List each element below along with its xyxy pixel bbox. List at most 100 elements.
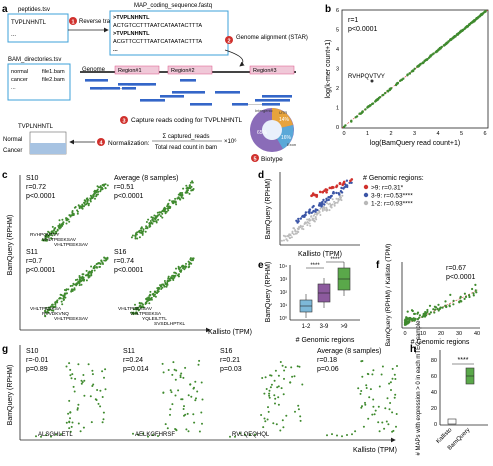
scatter-point xyxy=(463,27,466,31)
scatter-point xyxy=(180,269,183,272)
plot-h-ylabel: # MAPs with expression > 0 in each mTEC … xyxy=(416,320,422,456)
scatter-point xyxy=(163,210,165,213)
y-tick-label: 20 xyxy=(431,406,437,412)
scatter-point xyxy=(131,311,134,314)
scatter-point xyxy=(391,367,394,370)
scatter-point xyxy=(428,304,432,307)
scatter-point xyxy=(145,297,148,300)
scatter-point xyxy=(280,239,283,242)
scatter-point xyxy=(145,225,148,228)
scatter-point xyxy=(395,413,398,415)
scatter-point xyxy=(166,207,169,210)
scatter-point xyxy=(411,319,414,322)
scatter-point xyxy=(263,417,266,420)
scatter-point xyxy=(190,395,193,398)
plot-f-xlabel: # Genomic regions xyxy=(411,339,470,346)
heatmap-title: TVPLNHNTL xyxy=(18,124,54,130)
scatter-point xyxy=(394,378,397,380)
scatter-point xyxy=(99,405,102,408)
plot-b-xlabel: log(BamQuery read count+1) xyxy=(370,140,460,147)
scatter-point xyxy=(51,231,54,234)
scatter-point xyxy=(174,428,177,430)
scatter-point xyxy=(144,227,147,230)
scatter-point xyxy=(99,185,102,188)
scatter-point xyxy=(131,234,134,237)
scatter-point xyxy=(60,300,63,303)
scatter-point xyxy=(53,305,56,308)
subplot-p: p=0.03 xyxy=(220,366,242,373)
scatter-point xyxy=(190,189,193,192)
read-segment xyxy=(128,83,156,86)
peptide-label: ALSGHLETL xyxy=(38,432,73,438)
scatter-point xyxy=(70,425,73,428)
scatter-point xyxy=(163,280,166,282)
scatter-point xyxy=(140,302,143,305)
plot-g-subplot: Average (8 samples) r=0.18 p=0.06 xyxy=(317,348,398,438)
scatter-point xyxy=(276,386,279,389)
peptide-label: VHLTPEEKSAV xyxy=(54,316,89,322)
scatter-point xyxy=(334,201,337,204)
scatter-point xyxy=(180,372,183,375)
scatter-point xyxy=(81,203,84,206)
scatter-point xyxy=(79,430,82,433)
scatter-point xyxy=(436,50,439,53)
scatter-point xyxy=(429,55,432,58)
scatter-point xyxy=(45,307,47,309)
plot-b-frame xyxy=(341,9,489,129)
scatter-point xyxy=(331,198,334,201)
plot-c-xlabel: Kallisto (TPM) xyxy=(208,329,252,336)
scatter-point xyxy=(71,373,74,376)
scatter-point xyxy=(159,215,162,218)
scatter-point xyxy=(307,210,310,214)
scatter-point xyxy=(67,412,70,415)
scatter-point xyxy=(90,271,93,274)
scatter-point xyxy=(48,234,51,236)
read-segment xyxy=(100,87,120,90)
subplot-p: p=0.06 xyxy=(317,366,339,373)
scatter-point xyxy=(69,430,72,433)
scatter-point xyxy=(297,220,300,223)
scatter-point xyxy=(345,179,349,182)
scatter-point xyxy=(86,273,89,276)
scatter-point xyxy=(58,225,61,228)
scatter-point xyxy=(93,266,96,269)
scatter-point xyxy=(183,405,185,408)
scatter-point xyxy=(186,191,189,194)
bam-row-file: file1.bam xyxy=(42,69,65,75)
plot-b-r: r=1 xyxy=(348,17,358,24)
scatter-point xyxy=(153,214,156,217)
region-1-label: Region#1 xyxy=(118,68,142,74)
scatter-point xyxy=(166,279,169,282)
step1-circle xyxy=(69,17,77,25)
scatter-point xyxy=(172,361,175,364)
bam-row-type: cancer xyxy=(11,77,28,83)
scatter-point xyxy=(293,375,296,378)
scatter-point xyxy=(475,291,478,294)
scatter-point xyxy=(65,292,68,295)
scatter-point xyxy=(175,429,178,432)
scatter-point xyxy=(391,411,394,414)
scatter-point xyxy=(170,391,173,394)
plot-g-subplot: S10 r=-0.01 p=0.89 ALSGHLETL xyxy=(26,348,107,438)
read-segment xyxy=(140,99,165,102)
scatter-point xyxy=(284,235,287,238)
subplot-name: S10 xyxy=(26,348,39,355)
scatter-point xyxy=(154,216,157,219)
scatter-point xyxy=(89,200,92,203)
scatter-point xyxy=(73,287,76,290)
scatter-point xyxy=(441,306,444,309)
scatter-point xyxy=(99,190,102,193)
fastq-line: ACGTTCCTTTAATCATAATACTTTA xyxy=(113,39,202,45)
scatter-point xyxy=(54,303,57,306)
scatter-point xyxy=(82,426,85,429)
scatter-point xyxy=(291,375,294,378)
scatter-point xyxy=(346,434,348,436)
scatter-point xyxy=(414,318,417,321)
scatter-point xyxy=(86,199,89,202)
scatter-point xyxy=(161,362,164,365)
scatter-point xyxy=(77,403,80,406)
y-tick-label: 10² xyxy=(280,290,288,296)
scatter-point xyxy=(90,421,93,424)
scatter-point xyxy=(315,213,318,216)
y-tick-label: 10⁰ xyxy=(279,316,287,322)
